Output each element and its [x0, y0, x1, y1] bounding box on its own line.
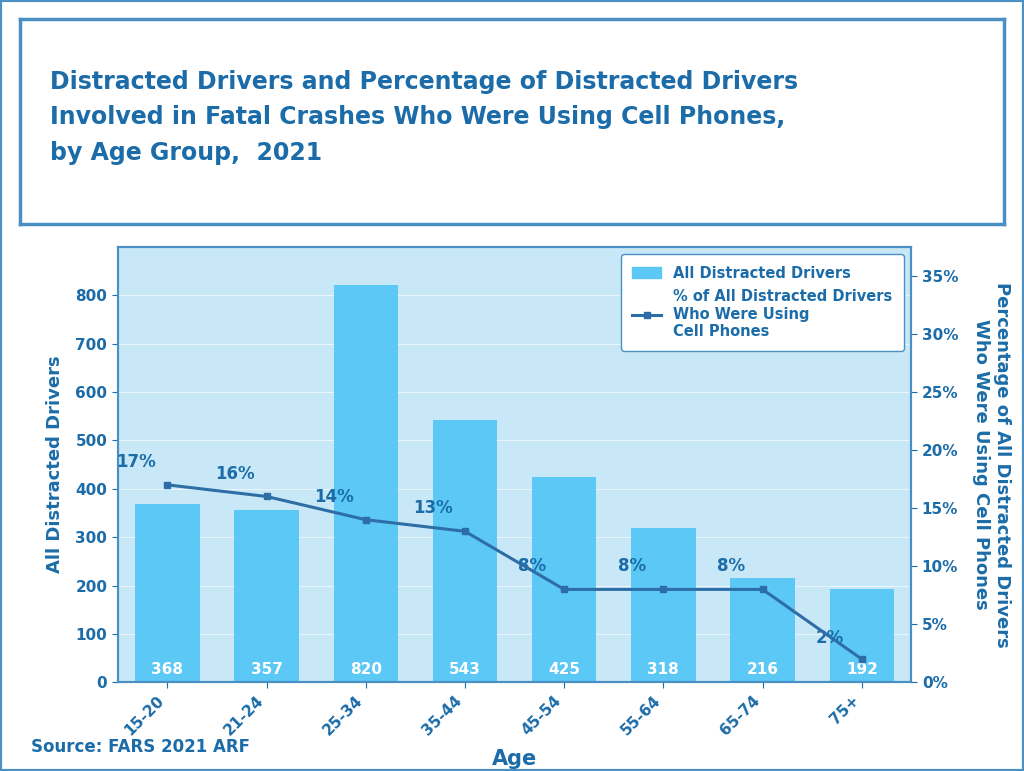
Y-axis label: Percentage of All Distracted Drivers
Who Were Using Cell Phones: Percentage of All Distracted Drivers Who…	[973, 281, 1011, 648]
Text: 2%: 2%	[816, 629, 844, 648]
Bar	[829, 589, 894, 682]
Bar	[531, 476, 596, 682]
X-axis label: Age: Age	[492, 749, 538, 769]
Text: 357: 357	[251, 662, 283, 676]
Text: 425: 425	[548, 662, 581, 676]
Text: 8%: 8%	[717, 557, 744, 575]
Text: Source: FARS 2021 ARF: Source: FARS 2021 ARF	[31, 738, 250, 756]
Text: 16%: 16%	[215, 465, 255, 483]
Legend: All Distracted Drivers, % of All Distracted Drivers
Who Were Using
Cell Phones: All Distracted Drivers, % of All Distrac…	[621, 254, 904, 351]
Bar	[631, 528, 695, 682]
Text: 14%: 14%	[314, 488, 354, 506]
Text: 8%: 8%	[518, 557, 547, 575]
Bar	[234, 510, 299, 682]
Text: 8%: 8%	[617, 557, 646, 575]
Y-axis label: All Distracted Drivers: All Distracted Drivers	[46, 355, 65, 574]
Bar	[730, 577, 795, 682]
Text: 820: 820	[350, 662, 382, 676]
Bar	[135, 504, 200, 682]
Bar	[433, 419, 498, 682]
Text: 13%: 13%	[414, 500, 453, 517]
Text: 318: 318	[647, 662, 679, 676]
Bar	[334, 285, 398, 682]
Text: Distracted Drivers and Percentage of Distracted Drivers
Involved in Fatal Crashe: Distracted Drivers and Percentage of Dis…	[50, 70, 798, 165]
Text: 216: 216	[746, 662, 778, 676]
Text: 192: 192	[846, 662, 878, 676]
Text: 17%: 17%	[116, 453, 156, 471]
Text: 543: 543	[449, 662, 481, 676]
Text: 368: 368	[152, 662, 183, 676]
